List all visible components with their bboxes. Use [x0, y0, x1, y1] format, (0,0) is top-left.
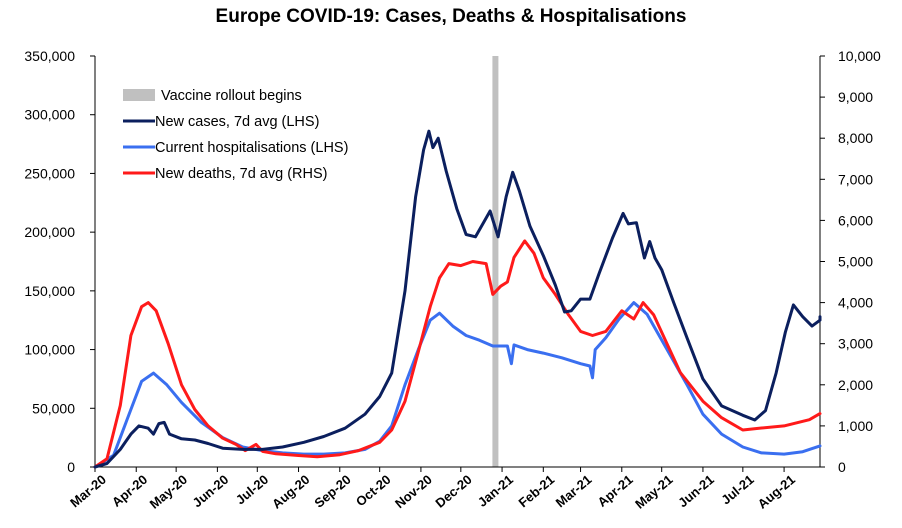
left-tick-label: 50,000 — [32, 400, 75, 416]
x-tick-label: May-20 — [147, 472, 190, 512]
x-tick-label: May-21 — [632, 472, 675, 512]
right-tick-label: 6,000 — [838, 212, 873, 228]
x-tick-label: Jan-21 — [475, 472, 516, 510]
vaccine-rollout-band — [492, 56, 499, 467]
left-tick-label: 300,000 — [24, 107, 75, 123]
legend-label-hospitalisations-line: Current hospitalisations (LHS) — [155, 140, 348, 156]
left-tick-label: 350,000 — [24, 48, 75, 64]
right-tick-label: 7,000 — [838, 171, 873, 187]
right-tick-label: 8,000 — [838, 130, 873, 146]
x-tick-label: Feb-21 — [515, 472, 557, 510]
x-tick-label: Apr-21 — [595, 472, 636, 510]
legend-label-vaccine: Vaccine rollout begins — [161, 88, 302, 104]
x-tick-label: Aug-20 — [269, 472, 312, 512]
left-tick-label: 0 — [67, 459, 75, 475]
left-tick-label: 250,000 — [24, 165, 75, 181]
x-tick-label: Dec-20 — [432, 472, 474, 511]
x-tick-label: Jun-20 — [190, 472, 232, 510]
x-tick-label: Jul-21 — [718, 472, 756, 508]
x-tick-label: Oct-20 — [353, 472, 394, 510]
right-tick-label: 1,000 — [838, 418, 873, 434]
left-tick-label: 200,000 — [24, 224, 75, 240]
legend-swatch-vaccine — [123, 89, 155, 101]
new-cases-line — [93, 129, 822, 469]
x-tick-label: Apr-20 — [109, 472, 150, 510]
x-tick-label: Mar-21 — [553, 472, 595, 510]
x-tick-label: Sep-20 — [311, 472, 353, 511]
right-tick-label: 2,000 — [838, 377, 873, 393]
legend-label-new-deaths-line: New deaths, 7d avg (RHS) — [155, 166, 327, 182]
left-tick-label: 100,000 — [24, 342, 75, 358]
x-tick-label: Jun-21 — [675, 472, 717, 510]
x-tick-label: Jul-20 — [233, 472, 271, 508]
left-tick-label: 150,000 — [24, 283, 75, 299]
right-tick-label: 5,000 — [838, 254, 873, 270]
legend-label-new-cases-line: New cases, 7d avg (LHS) — [155, 114, 319, 130]
right-tick-label: 10,000 — [838, 48, 881, 64]
right-tick-label: 4,000 — [838, 295, 873, 311]
right-tick-label: 3,000 — [838, 336, 873, 352]
chart-title: Europe COVID-19: Cases, Deaths & Hospita… — [215, 6, 687, 27]
right-tick-label: 9,000 — [838, 89, 873, 105]
new-deaths-line — [93, 239, 822, 469]
x-tick-label: Nov-20 — [392, 472, 435, 511]
x-tick-label: Mar-20 — [67, 472, 109, 510]
right-tick-label: 0 — [838, 459, 846, 475]
x-tick-label: Aug-21 — [755, 472, 798, 512]
